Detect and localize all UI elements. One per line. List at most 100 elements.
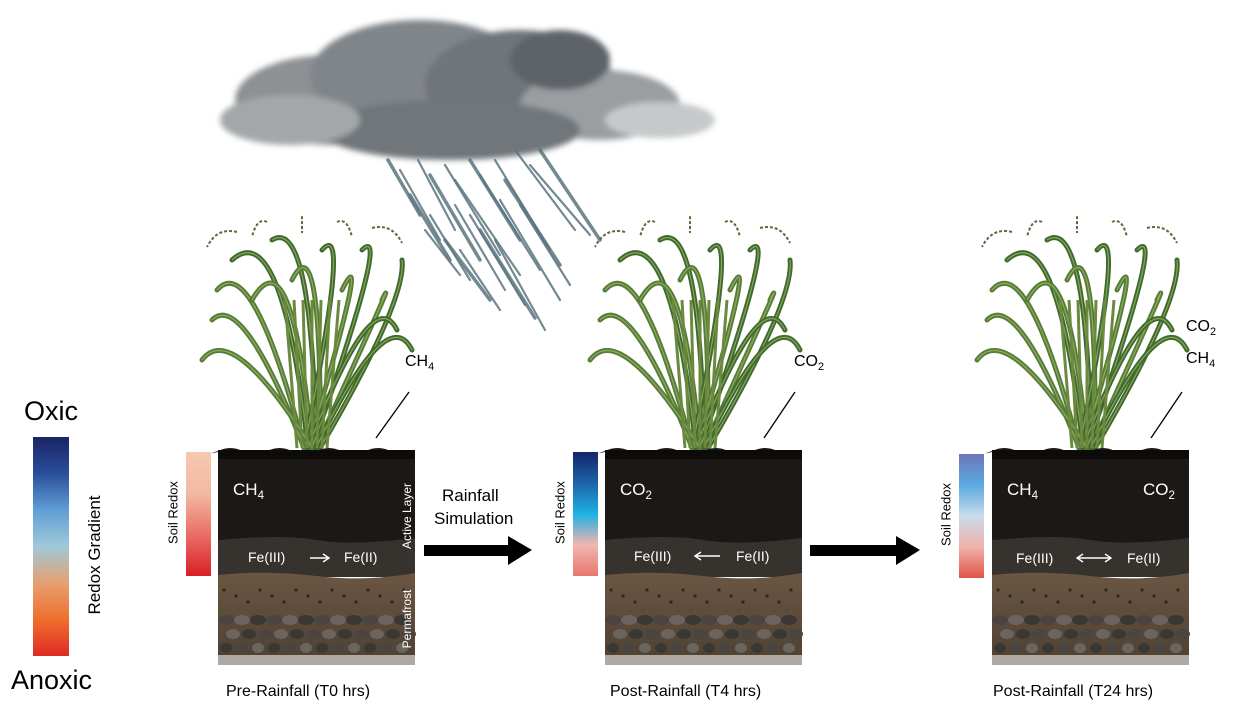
soil-stone [1072,615,1088,625]
plant-leaf-highlight [319,259,403,449]
soil-surface [605,450,802,459]
rain-streak [443,163,502,257]
soil-pebble [609,588,613,592]
soil-bottom-fade [605,655,802,665]
plant-icon [199,216,415,451]
gas-above-2: CO2 [794,353,825,373]
soil-stone [751,643,763,653]
soil-stone [783,643,795,653]
soil-redox-label-1: Soil Redox [165,481,181,544]
plant-leaf-highlight [303,244,335,449]
soil-pebble [282,600,286,604]
soil-stone [300,643,312,653]
soil-stone [330,615,346,625]
soil-stone [639,643,651,653]
soil-pebble [1116,594,1120,598]
plant-leaf-highlight [1066,267,1096,449]
soil-pebble [234,594,238,598]
plant-stem [689,299,697,449]
soil-pebble [681,588,685,592]
soil-stone [1064,629,1078,639]
plant-leaf-highlight [1078,244,1110,449]
plant-leaf-highlight [707,259,791,449]
rain-streak [398,168,442,242]
plant-seedhead [371,226,403,244]
soil-pebble [294,588,298,592]
process-label-line2: Simulation [434,509,514,528]
soil-pebble [633,600,637,604]
gas-in-soil-1: CH4 [233,480,264,503]
soil-stone [757,629,771,639]
soil-stone [1104,615,1120,625]
plant-stem [301,299,309,449]
plant-icon [974,216,1190,451]
soil-stone [236,643,248,653]
soil-stone [386,629,400,639]
plant-seedhead [1111,220,1128,238]
plant-stem [1090,299,1098,449]
layer-label-permafrost: Permafrost [400,589,414,649]
soil-pebble [717,588,721,592]
soil-stone [781,615,797,625]
soil-stone [637,615,653,625]
soil-pebble [354,600,358,604]
soil-stone [765,615,781,625]
soil-stone [1168,615,1184,625]
soil-redox-bar-2 [573,452,598,576]
plant-leaf-highlight [216,282,305,449]
soil-stone [1128,629,1142,639]
soil-stone [685,615,701,625]
soil-bottom-fade [218,655,415,665]
gas-in-soil-3b: CO2 [1143,480,1175,503]
soil-pebble [222,588,226,592]
rain-icon [386,148,602,332]
rain-streak [518,203,572,287]
soil-stone [218,615,234,625]
soil-stone [1016,629,1030,639]
soil-stone [621,615,637,625]
soil-pebble [1128,600,1132,604]
soil-stone [266,615,282,625]
plant-seedhead [759,226,791,244]
soil-surface [992,450,1189,459]
plant-leaf-highlight [695,276,741,449]
process-arrow-2 [810,536,920,565]
soil-stone [992,615,1008,625]
rain-streak [408,193,452,262]
soil-stone [1096,629,1110,639]
soil-pebble [330,588,334,592]
plant-leaf-highlight [291,267,321,449]
soil-stone [1088,615,1104,625]
soil-pebble [318,600,322,604]
fe-arrow-left [693,551,720,561]
soil-pebble [765,594,769,598]
soil-stone [1152,615,1168,625]
rain-streak [493,238,547,332]
plant-leaf-highlight [703,336,801,449]
soil-stone [687,643,699,653]
plant-leaf-highlight [307,276,353,449]
soil-stone [661,629,675,639]
rain-streak [528,163,592,237]
soil-stone [1170,643,1182,653]
soil-stone [703,643,715,653]
soil-pebble [342,594,346,598]
soil-pebble [378,594,382,598]
soil-stone [1112,629,1126,639]
plant-leaf-highlight [604,282,693,449]
soil-stone [258,629,272,639]
soil-iron-band [605,537,802,577]
soil-stone [354,629,368,639]
plant-stem [315,299,323,449]
plant-seedhead [251,220,268,238]
soil-stone [242,629,256,639]
fe-arrow-both [1075,553,1113,563]
fe-left-3: Fe(III) [1016,550,1054,566]
soil-bottom-fade [992,655,1189,665]
soil-column [985,448,1190,665]
soil-stone [1074,643,1086,653]
soil-pebble [390,600,394,604]
soil-pebble [753,588,757,592]
soil-pebble [270,594,274,598]
